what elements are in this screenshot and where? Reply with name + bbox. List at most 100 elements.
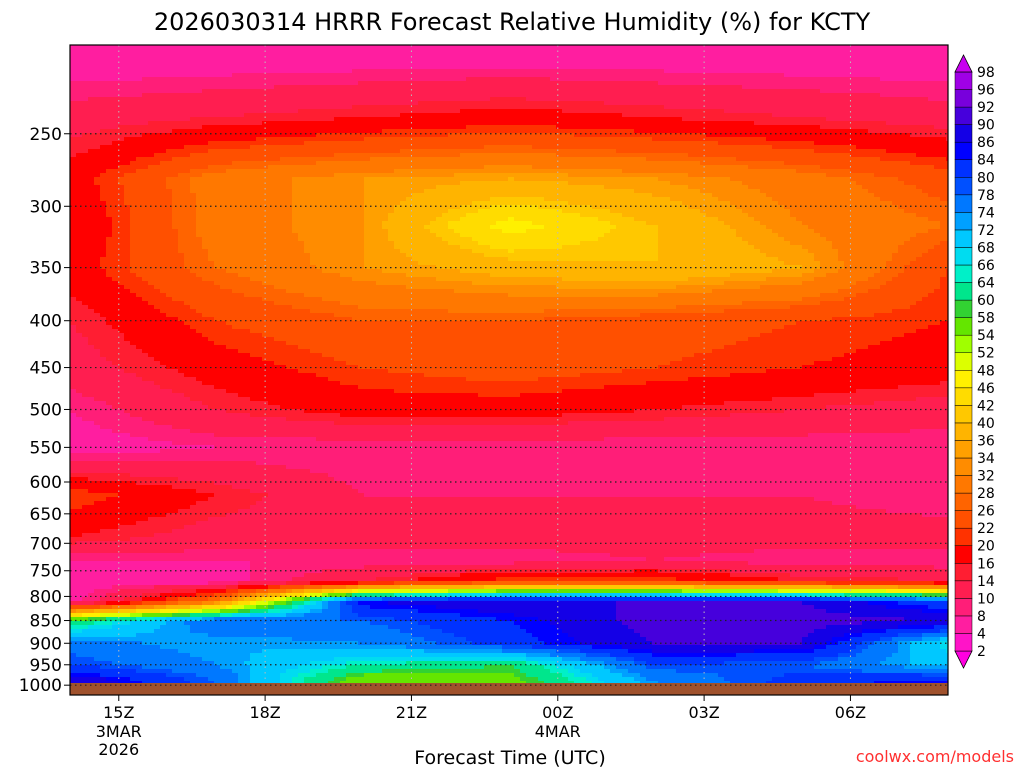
heat-cell bbox=[148, 77, 155, 82]
heat-cell bbox=[910, 141, 917, 146]
heat-cell bbox=[568, 141, 575, 146]
heat-cell bbox=[190, 125, 197, 130]
heat-cell bbox=[568, 145, 575, 150]
heat-cell bbox=[550, 65, 557, 70]
heat-cell bbox=[850, 65, 857, 70]
heat-cell bbox=[352, 81, 359, 86]
heat-cell bbox=[586, 173, 593, 178]
heat-cell bbox=[586, 57, 593, 62]
heat-cell bbox=[172, 157, 179, 162]
heat-cell bbox=[706, 73, 713, 78]
heat-cell bbox=[826, 57, 833, 62]
heat-cell bbox=[904, 93, 911, 98]
heat-cell bbox=[856, 145, 863, 150]
heat-cell bbox=[904, 97, 911, 102]
heat-cell bbox=[784, 125, 791, 130]
heat-cell bbox=[208, 85, 215, 90]
heat-cell bbox=[232, 65, 239, 70]
heat-cell bbox=[280, 117, 287, 122]
heat-cell bbox=[946, 145, 953, 150]
heat-cell bbox=[430, 145, 437, 150]
heat-cell bbox=[166, 137, 173, 142]
heat-cell bbox=[868, 101, 875, 106]
heat-cell bbox=[856, 101, 863, 106]
heat-cell bbox=[586, 81, 593, 86]
heat-cell bbox=[130, 105, 137, 110]
heat-cell bbox=[514, 121, 521, 126]
heat-cell bbox=[478, 85, 485, 90]
heat-cell bbox=[862, 121, 869, 126]
heat-cell bbox=[178, 109, 185, 114]
heat-cell bbox=[934, 117, 941, 122]
heat-cell bbox=[304, 157, 311, 162]
heat-cell bbox=[862, 69, 869, 74]
heat-cell bbox=[634, 169, 641, 174]
heat-cell bbox=[916, 145, 923, 150]
heat-cell bbox=[604, 169, 611, 174]
heat-cell bbox=[454, 133, 461, 138]
heat-cell bbox=[142, 65, 149, 70]
heat-cell bbox=[106, 85, 113, 90]
heat-cell bbox=[664, 177, 671, 182]
heat-cell bbox=[676, 73, 683, 78]
heat-cell bbox=[496, 153, 503, 158]
heat-cell bbox=[142, 81, 149, 86]
heat-cell bbox=[778, 53, 785, 58]
heat-cell bbox=[196, 77, 203, 82]
heat-cell bbox=[214, 129, 221, 134]
heat-cell bbox=[508, 61, 515, 66]
heat-cell bbox=[400, 157, 407, 162]
heat-cell bbox=[202, 49, 209, 54]
heat-cell bbox=[478, 117, 485, 122]
heat-cell bbox=[100, 81, 107, 86]
heat-cell bbox=[340, 61, 347, 66]
heat-cell bbox=[676, 161, 683, 166]
heat-cell bbox=[826, 121, 833, 126]
heat-cell bbox=[568, 57, 575, 62]
heat-cell bbox=[82, 169, 89, 174]
heat-cell bbox=[604, 49, 611, 54]
heat-cell bbox=[436, 161, 443, 166]
heat-cell bbox=[802, 165, 809, 170]
heat-cell bbox=[556, 97, 563, 102]
heat-cell bbox=[208, 173, 215, 178]
heat-cell bbox=[766, 65, 773, 70]
heat-cell bbox=[352, 53, 359, 58]
heat-cell bbox=[532, 157, 539, 162]
heat-cell bbox=[106, 161, 113, 166]
heat-cell bbox=[358, 69, 365, 74]
heat-cell bbox=[298, 177, 305, 182]
heat-cell bbox=[778, 113, 785, 118]
heat-cell bbox=[376, 89, 383, 94]
heat-cell bbox=[664, 53, 671, 58]
heat-cell bbox=[802, 81, 809, 86]
heat-cell bbox=[646, 85, 653, 90]
heat-cell bbox=[220, 129, 227, 134]
heat-cell bbox=[292, 105, 299, 110]
heat-cell bbox=[442, 173, 449, 178]
heat-cell bbox=[844, 97, 851, 102]
heat-cell bbox=[382, 81, 389, 86]
heat-cell bbox=[184, 53, 191, 58]
heat-cell bbox=[676, 97, 683, 102]
heat-cell bbox=[784, 65, 791, 70]
heat-cell bbox=[388, 157, 395, 162]
heat-cell bbox=[388, 141, 395, 146]
heat-cell bbox=[274, 93, 281, 98]
heat-cell bbox=[112, 117, 119, 122]
heat-cell bbox=[694, 117, 701, 122]
heat-cell bbox=[268, 85, 275, 90]
heat-cell bbox=[616, 145, 623, 150]
heat-cell bbox=[820, 121, 827, 126]
heat-cell bbox=[796, 89, 803, 94]
heat-cell bbox=[124, 165, 131, 170]
heat-cell bbox=[202, 137, 209, 142]
heat-cell bbox=[700, 45, 707, 50]
heat-cell bbox=[862, 161, 869, 166]
heat-cell bbox=[370, 89, 377, 94]
heat-cell bbox=[406, 145, 413, 150]
heat-cell bbox=[610, 73, 617, 78]
heat-cell bbox=[610, 169, 617, 174]
heat-cell bbox=[904, 49, 911, 54]
heat-cell bbox=[850, 81, 857, 86]
